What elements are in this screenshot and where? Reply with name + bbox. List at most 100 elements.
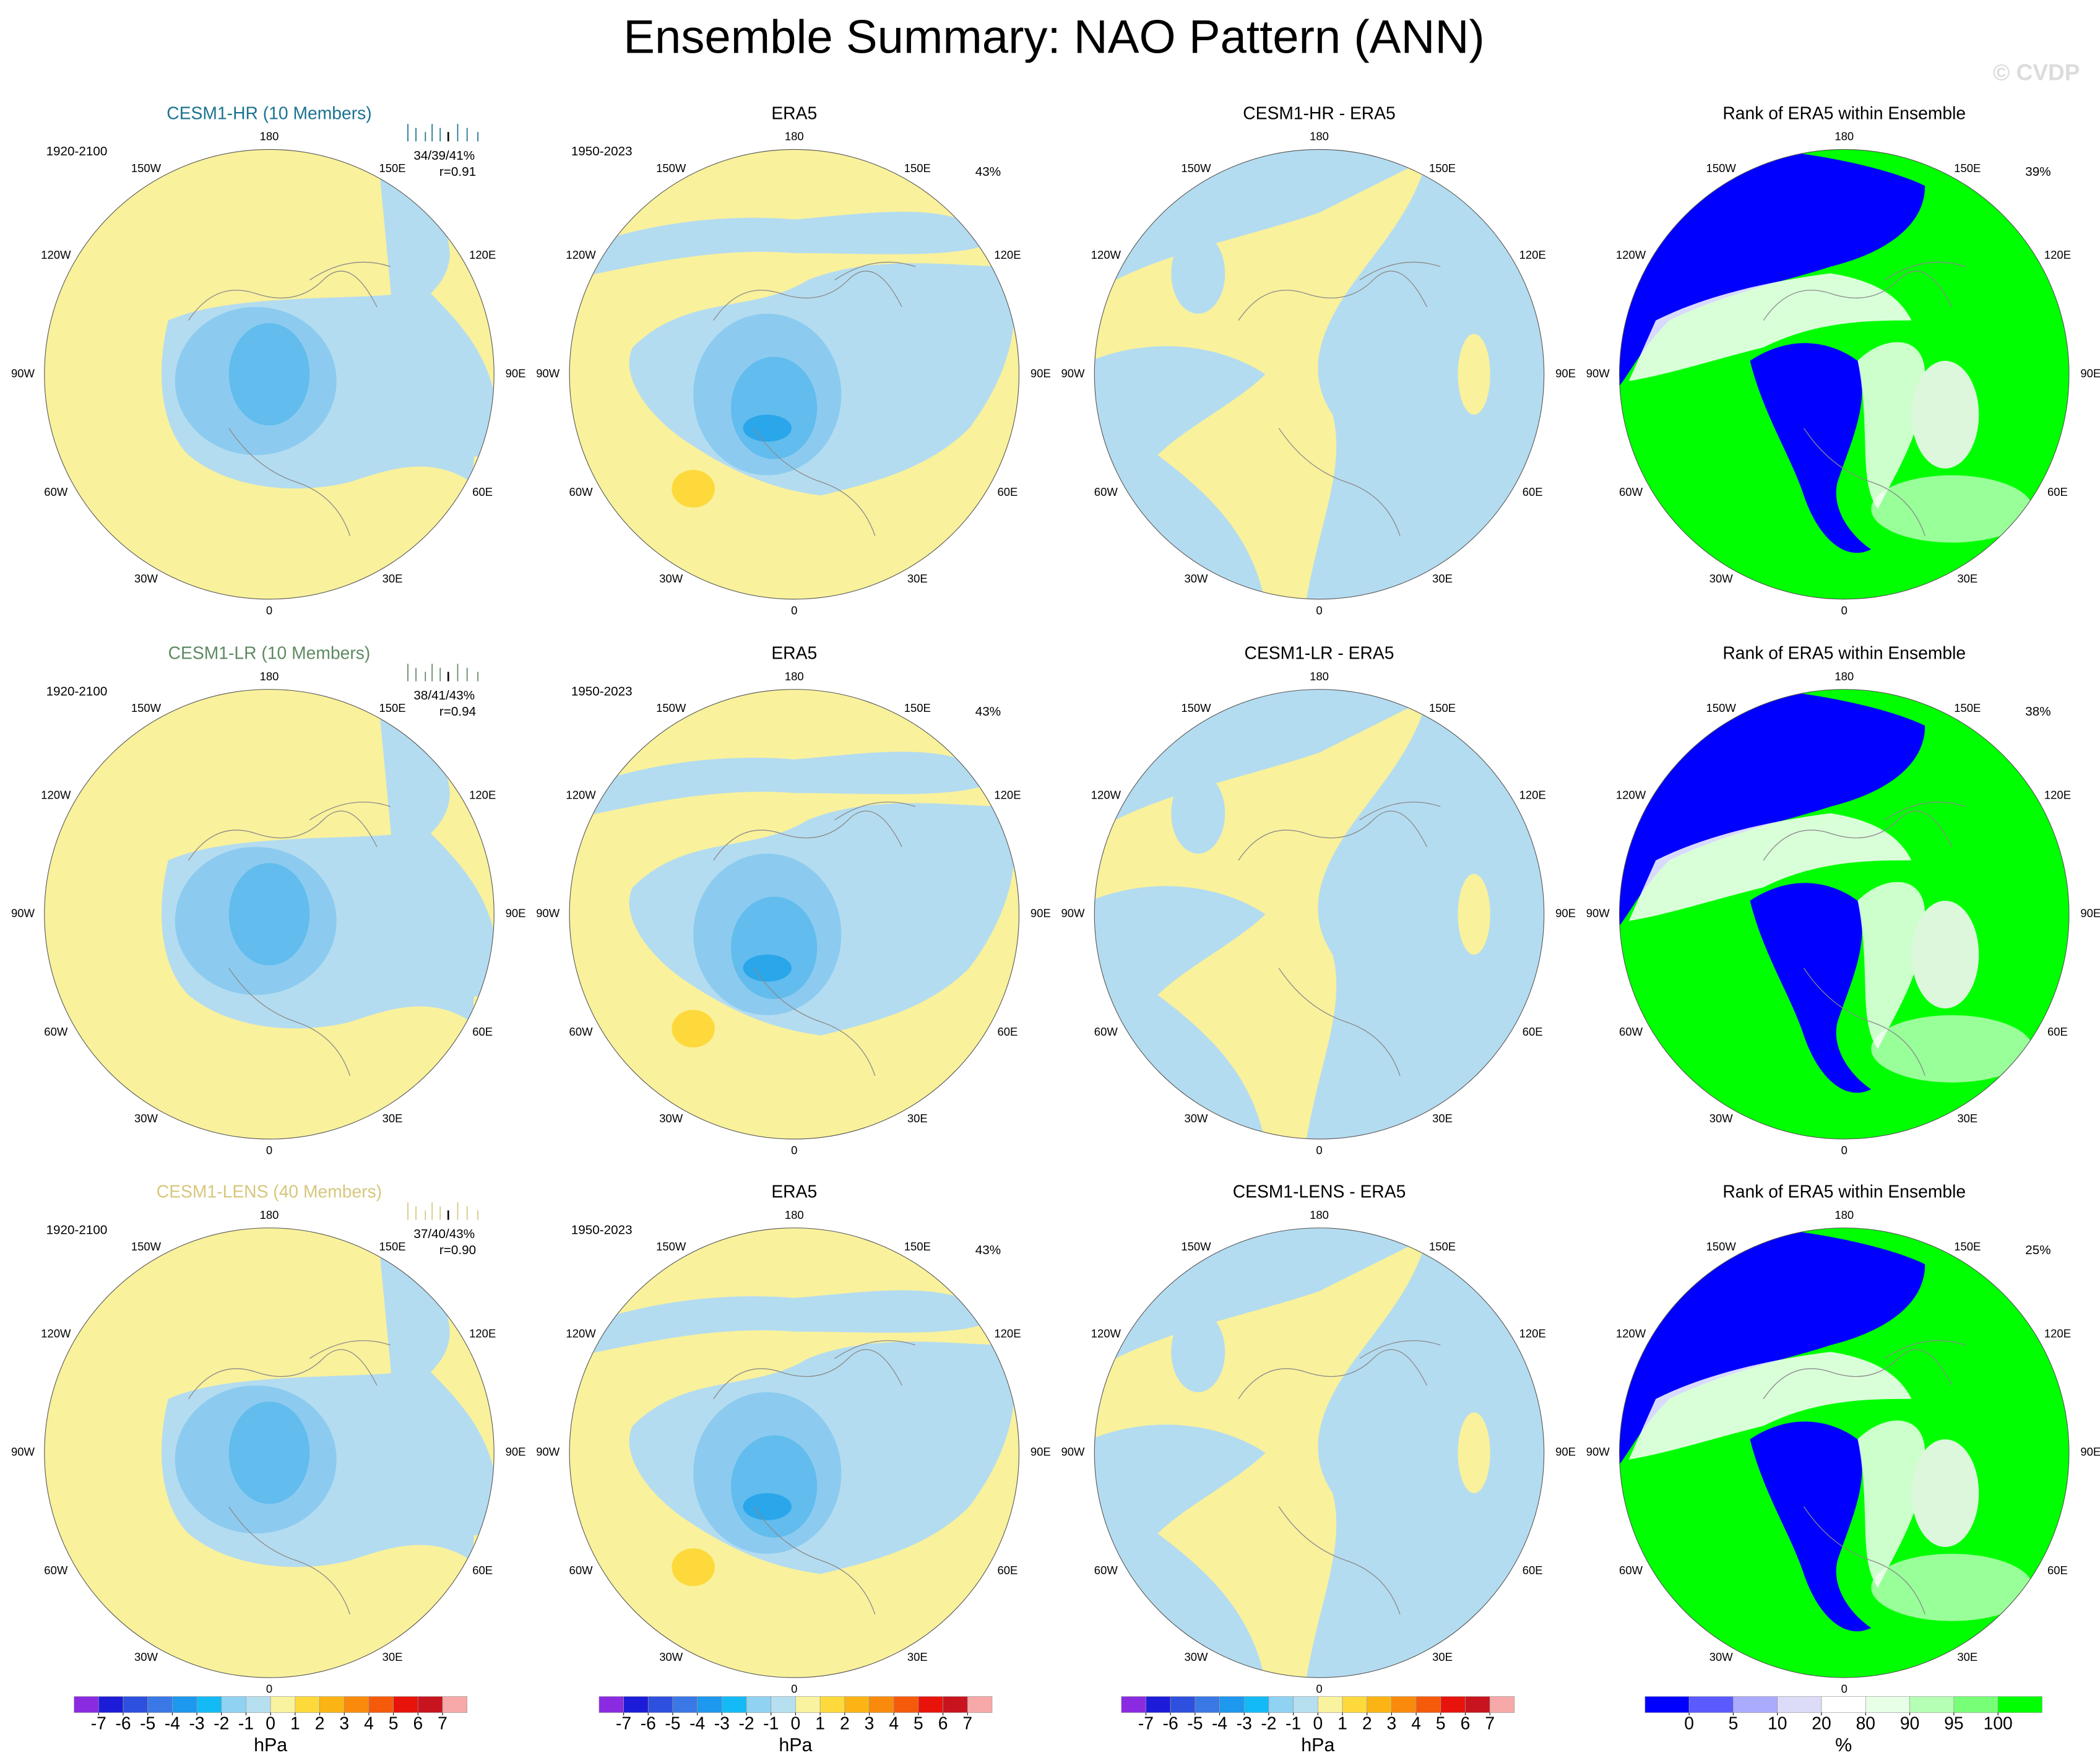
coastline (1763, 1340, 1966, 1615)
map-panel (1094, 1228, 1544, 1678)
map-border (569, 689, 1020, 1140)
period-label: 1950-2023 (571, 1223, 633, 1237)
map-panel (1619, 149, 2069, 599)
lon-label: 90W (11, 367, 35, 380)
lon-label: 150E (379, 162, 405, 175)
lon-label: 90W (1586, 1445, 1610, 1458)
field-region (731, 896, 818, 999)
lon-label: 120W (1091, 788, 1121, 801)
lon-label: 30E (382, 572, 403, 585)
lon-label: 120E (994, 788, 1021, 801)
field-region (569, 212, 996, 280)
colorbar-box (819, 1696, 845, 1713)
lon-label: 30W (1184, 1650, 1208, 1663)
field-region (743, 1493, 792, 1520)
colorbar-box (368, 1696, 394, 1713)
colorbar-box (697, 1696, 722, 1713)
map-border (1094, 149, 1545, 600)
lon-label: 150E (1954, 162, 1981, 175)
map-border (1094, 689, 1545, 1140)
map-border (1618, 1228, 2070, 1678)
lon-label: 120E (1519, 1327, 1546, 1340)
lon-label: 150W (656, 162, 686, 175)
panel-title: CESM1-HR - ERA5 (1243, 103, 1396, 123)
lon-label: 120E (469, 248, 496, 261)
lon-label: 30E (1957, 1112, 1977, 1125)
lon-label: 150E (904, 1240, 931, 1253)
colorbar-box (1391, 1696, 1417, 1713)
colorbar-label: 2 (840, 1713, 850, 1733)
panel-title: CESM1-LENS - ERA5 (1233, 1182, 1406, 1202)
colorbar-label: -5 (665, 1713, 680, 1733)
panel-title: Rank of ERA5 within Ensemble (1722, 1182, 1966, 1202)
field-region (1619, 1230, 1925, 1466)
colorbar-label: 6 (938, 1713, 948, 1733)
lon-label: 90W (1586, 907, 1610, 920)
map-panel (1094, 689, 1544, 1140)
percent-label: 25% (2025, 1243, 2050, 1257)
field-region (1911, 901, 1979, 1009)
lon-label: 180 (1834, 670, 1854, 683)
colorbar-unit: % (1835, 1735, 1852, 1756)
lon-label: 60E (998, 1025, 1018, 1038)
lon-label: 180 (260, 130, 279, 143)
lon-label: 120W (1091, 1327, 1121, 1340)
panel-title: ERA5 (771, 1182, 817, 1202)
map-panel (569, 149, 1019, 599)
field-region (1857, 1420, 1925, 1588)
field-region (1628, 1351, 1912, 1460)
lon-label: 120W (566, 248, 596, 261)
lon-label: 150W (1706, 162, 1737, 175)
figure-title: Ensemble Summary: NAO Pattern (ANN) (623, 11, 1485, 63)
colorbar-label: 90 (1900, 1713, 1919, 1733)
lon-label: 90W (1061, 907, 1085, 920)
lon-label: 60W (1094, 485, 1118, 498)
map-panel (44, 1228, 495, 1678)
colorbar-box (918, 1696, 943, 1713)
map-border (44, 689, 495, 1140)
lon-label: 90E (1555, 1445, 1576, 1458)
map-panel (44, 149, 495, 599)
colorbar-box (1821, 1696, 1866, 1713)
colorbar-box (295, 1696, 320, 1713)
colorbar-label: 1 (815, 1713, 825, 1733)
lon-label: 60W (1619, 1564, 1643, 1577)
field-region (1871, 475, 2033, 543)
colorbar-box (1170, 1696, 1196, 1713)
lon-label: 120W (566, 1327, 596, 1340)
coastline (188, 801, 391, 1076)
colorbar-label: -3 (714, 1713, 730, 1733)
colorbar-box (967, 1696, 993, 1713)
panel-title: Rank of ERA5 within Ensemble (1722, 643, 1966, 663)
colorbar-unit: hPa (1301, 1735, 1334, 1756)
colorbar-box (1865, 1696, 1910, 1713)
lon-label: 120E (469, 788, 496, 801)
lon-label: 60E (1523, 485, 1543, 498)
colorbar-box (1644, 1696, 1690, 1713)
colorbar-label: 0 (266, 1713, 275, 1733)
field-region (1911, 1439, 1979, 1548)
lon-label: 60W (1094, 1564, 1118, 1577)
colorbar-box (1268, 1696, 1294, 1713)
colorbar-box (1367, 1696, 1392, 1713)
lon-label: 60E (472, 1025, 493, 1038)
field-region (377, 689, 495, 997)
lon-label: 30W (659, 1112, 683, 1125)
lon-label: 120E (1519, 788, 1546, 801)
lon-label: 0 (1841, 1144, 1847, 1157)
lon-label: 90W (1061, 1445, 1085, 1458)
lon-label: 90E (2080, 1445, 2100, 1458)
watermark: © CVDP (1993, 59, 2080, 85)
field-region (1171, 773, 1225, 854)
colorbar-label: -4 (165, 1713, 180, 1733)
lon-label: 30E (907, 572, 928, 585)
colorbar-label: 20 (1812, 1713, 1831, 1733)
lon-label: 30E (1432, 1650, 1453, 1663)
field-region (228, 323, 310, 426)
lon-label: 30W (1184, 572, 1208, 585)
lon-label: 150E (1954, 1240, 1981, 1253)
colorbar-box (598, 1696, 624, 1713)
lon-label: 90E (1031, 367, 1051, 380)
lon-label: 0 (266, 1144, 272, 1157)
